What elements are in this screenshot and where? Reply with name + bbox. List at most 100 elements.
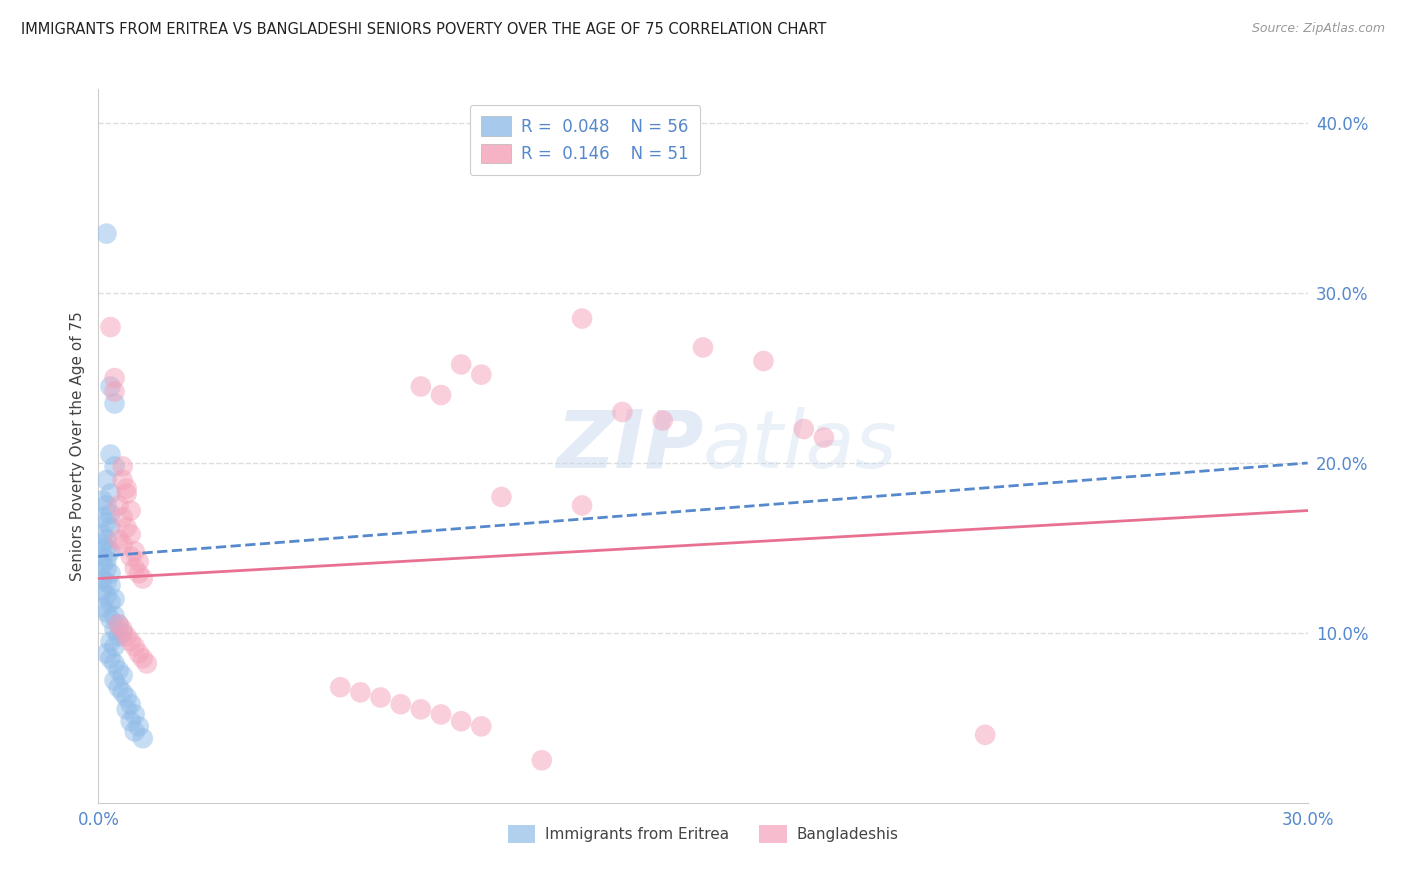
Point (124, 544, 146, 558)
Point (100, 520, 122, 534)
Point (409, 702, 432, 716)
Point (430, 707, 453, 722)
Point (430, 388, 453, 402)
Point (103, 640, 125, 654)
Text: atlas: atlas (703, 407, 898, 485)
Point (135, 657, 157, 671)
Point (107, 533, 129, 547)
Point (115, 690, 138, 705)
Point (96, 553, 118, 567)
Point (120, 503, 142, 517)
Point (370, 690, 392, 705)
Point (96, 561, 118, 575)
Point (100, 612, 122, 626)
Point (100, 634, 122, 648)
Point (103, 591, 125, 606)
Point (470, 368, 492, 382)
Point (100, 507, 122, 521)
Point (115, 482, 138, 496)
Point (100, 651, 122, 665)
Point (100, 595, 122, 609)
Point (107, 617, 129, 632)
Point (389, 698, 412, 712)
Point (100, 544, 122, 558)
Point (96, 574, 118, 589)
Point (107, 499, 129, 513)
Point (103, 396, 125, 410)
Point (470, 719, 492, 733)
Point (450, 714, 472, 729)
Point (91, 537, 114, 551)
Point (91, 583, 114, 598)
Point (91, 493, 114, 508)
Point (530, 753, 553, 767)
Point (450, 358, 472, 372)
Y-axis label: Seniors Poverty Over the Age of 75: Seniors Poverty Over the Age of 75 (69, 311, 84, 581)
Point (752, 354, 775, 368)
Point (111, 685, 134, 699)
Point (100, 320, 122, 334)
Point (91, 510, 114, 524)
Point (100, 566, 122, 581)
Point (128, 566, 150, 581)
Point (124, 640, 146, 654)
Point (813, 430, 835, 444)
Point (571, 499, 593, 513)
Point (96, 646, 118, 660)
Point (96, 533, 118, 547)
Point (120, 634, 142, 648)
Point (96, 499, 118, 513)
Point (132, 572, 155, 586)
Point (96, 589, 118, 603)
Point (96, 516, 118, 530)
Point (100, 486, 122, 500)
Text: ZIP: ZIP (555, 407, 703, 485)
Point (115, 629, 138, 643)
Point (491, 490, 513, 504)
Point (111, 473, 134, 487)
Point (111, 459, 134, 474)
Point (793, 422, 815, 436)
Point (111, 623, 134, 637)
Point (409, 379, 432, 393)
Point (329, 680, 352, 694)
Point (96, 473, 118, 487)
Point (111, 537, 134, 551)
Point (107, 663, 129, 677)
Point (103, 371, 125, 385)
Point (132, 731, 155, 746)
Point (692, 341, 714, 355)
Point (107, 680, 129, 694)
Point (111, 626, 134, 640)
Point (96, 541, 118, 555)
Point (132, 651, 155, 665)
Point (115, 486, 138, 500)
Text: Source: ZipAtlas.com: Source: ZipAtlas.com (1251, 22, 1385, 36)
Point (124, 561, 146, 575)
Point (91, 527, 114, 541)
Point (612, 405, 634, 419)
Point (100, 578, 122, 592)
Point (96, 227, 118, 241)
Point (91, 600, 114, 615)
Point (103, 673, 125, 688)
Point (100, 379, 122, 393)
Point (120, 527, 142, 541)
Point (128, 555, 150, 569)
Point (103, 384, 125, 399)
Point (100, 448, 122, 462)
Point (103, 657, 125, 671)
Point (103, 623, 125, 637)
Point (651, 413, 673, 427)
Point (91, 549, 114, 564)
Point (128, 719, 150, 733)
Point (111, 510, 134, 524)
Point (111, 668, 134, 682)
Point (974, 728, 997, 742)
Point (571, 311, 593, 326)
Point (120, 698, 142, 712)
Point (115, 702, 138, 716)
Point (96, 606, 118, 620)
Point (124, 707, 146, 722)
Point (103, 459, 125, 474)
